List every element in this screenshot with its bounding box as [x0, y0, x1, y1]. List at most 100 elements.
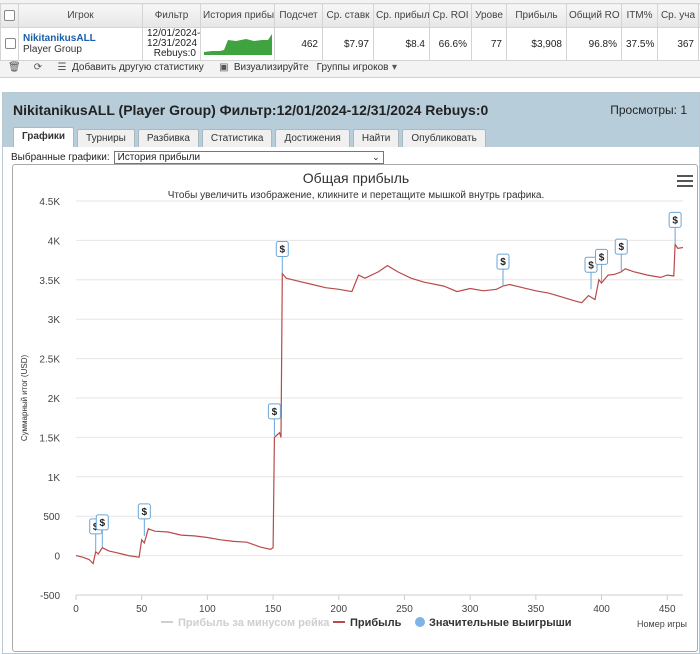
col-header-profit-history[interactable]: История прибыли	[200, 3, 275, 28]
col-header-filter[interactable]: Фильтр	[142, 3, 201, 28]
big-win-flag-label: $	[672, 215, 678, 226]
big-win-flag-label: $	[500, 257, 506, 268]
col-header-avg-entrants[interactable]: Ср. уча	[657, 3, 699, 28]
profit-chart[interactable]: Общая прибыль Чтобы увеличить изображение…	[12, 164, 698, 652]
x-tick-label: 150	[265, 604, 282, 615]
col-header-total-roi[interactable]: Общий RO	[566, 3, 622, 28]
x-tick-label: 350	[528, 604, 545, 615]
y-tick-label: 500	[43, 512, 60, 523]
tab-tournaments[interactable]: Турниры	[77, 129, 135, 147]
panel-title: NikitanikusALL (Player Group) Фильтр:12/…	[13, 102, 489, 118]
tab-graphs[interactable]: Графики	[13, 127, 75, 147]
avg-stake-value: $7.97	[322, 27, 374, 61]
big-win-flag-label: $	[272, 407, 278, 418]
chart-menu-icon[interactable]	[677, 175, 693, 189]
table-row: NikitanikusALL Player Group 12/01/2024- …	[0, 27, 700, 61]
y-tick-label: 4K	[48, 236, 61, 247]
big-win-flag-label: $	[588, 260, 594, 271]
delete-button[interactable]: 🗑	[8, 62, 24, 74]
graph-select-dropdown[interactable]: История прибыли ⌄	[113, 151, 384, 164]
add-stats-button[interactable]: ☰ Добавить другую статистику	[56, 62, 204, 74]
player-panel: NikitanikusALL (Player Group) Фильтр:12/…	[2, 92, 700, 654]
col-header-avg-profit[interactable]: Ср. прибыл	[373, 3, 430, 28]
image-icon: ▣	[219, 61, 229, 73]
big-win-flag	[668, 211, 682, 228]
profit-series-line	[75, 242, 684, 565]
profit-chart-svg[interactable]: Общая прибыль Чтобы увеличить изображение…	[13, 165, 698, 652]
col-header-avg-roi[interactable]: Ср. ROI	[429, 3, 472, 28]
col-header-avg-stake[interactable]: Ср. ставк	[322, 3, 374, 28]
profit-value: $3,908	[506, 27, 567, 61]
tab-statistics[interactable]: Статистика	[201, 129, 273, 147]
y-tick-label: 3K	[48, 315, 61, 326]
big-win-flag-label: $	[599, 252, 605, 263]
x-tick-label: 0	[73, 604, 79, 615]
x-tick-label: 200	[330, 604, 347, 615]
select-all-checkbox[interactable]	[4, 9, 15, 21]
avg-roi-value: 66.6%	[429, 27, 472, 61]
row-checkbox[interactable]	[5, 38, 16, 50]
chevron-down-icon: ⌄	[372, 152, 380, 162]
profit-sparkline[interactable]	[202, 31, 274, 57]
refresh-icon: ⟳	[33, 61, 43, 73]
add-stats-label: Добавить другую статистику	[72, 62, 204, 73]
x-tick-label: 400	[593, 604, 610, 615]
legend-item-profit: Прибыль	[350, 617, 402, 629]
y-tick-label: 0	[54, 552, 60, 563]
panel-header: NikitanikusALL (Player Group) Фильтр:12/…	[3, 93, 699, 127]
trash-icon: 🗑	[8, 61, 21, 73]
y-tick-label: 1.5K	[39, 433, 60, 444]
legend-item-big-wins: Значительные выигрыши	[429, 617, 572, 629]
big-win-flag-label: $	[142, 507, 148, 518]
filter-date-end: 12/31/2024	[147, 38, 198, 49]
player-group-label: Player Group	[23, 44, 82, 55]
col-header-profit[interactable]: Прибыль	[506, 3, 567, 28]
x-tick-label: 250	[396, 604, 413, 615]
visualize-button[interactable]: ▣ Визуализируйте	[218, 62, 309, 74]
chart-title: Общая прибыль	[303, 170, 409, 186]
y-axis-label: Суммарный итог (USD)	[20, 355, 29, 442]
col-header-level[interactable]: Урове	[471, 3, 507, 28]
itm-value: 37.5%	[621, 27, 658, 61]
filter-cell: 12/01/2024- 12/31/2024 Rebuys:0	[142, 27, 201, 61]
y-tick-label: 1K	[48, 473, 61, 484]
total-roi-value: 96.8%	[566, 27, 622, 61]
x-tick-label: 450	[659, 604, 676, 615]
big-win-flag-label: $	[279, 244, 285, 255]
y-tick-label: 2K	[48, 394, 61, 405]
y-tick-label: -500	[40, 591, 60, 602]
col-header-player[interactable]: Игрок	[18, 3, 143, 28]
tab-publish[interactable]: Опубликовать	[402, 129, 486, 147]
legend-item-net-rake: Прибыль за минусом рейка	[178, 617, 330, 629]
row-select-cell[interactable]	[0, 27, 19, 61]
graph-select-value: История прибыли	[117, 152, 201, 163]
player-name-link[interactable]: NikitanikusALL	[23, 33, 96, 44]
col-header-count[interactable]: Подсчет	[274, 3, 323, 28]
tab-achievements[interactable]: Достижения	[275, 129, 350, 147]
caret-down-icon: ▾	[391, 61, 397, 73]
y-tick-label: 3.5K	[39, 276, 60, 287]
big-win-flag-label: $	[618, 242, 624, 253]
filter-date-start: 12/01/2024-	[147, 28, 201, 39]
player-groups-label: Группы игроков	[316, 62, 389, 73]
col-header-itm[interactable]: ITM%	[621, 3, 658, 28]
tab-find[interactable]: Найти	[352, 129, 400, 147]
count-value: 462	[274, 27, 323, 61]
chart-subtitle: Чтобы увеличить изображение, кликните и …	[168, 189, 545, 201]
select-all-header[interactable]	[0, 3, 19, 28]
panel-tabs: Графики Турниры Разбивка Статистика Дост…	[3, 127, 699, 147]
profit-history-cell[interactable]	[200, 27, 275, 61]
x-axis-label: Номер игры	[637, 619, 687, 629]
graph-select-label: Выбранные графики:	[11, 152, 110, 163]
x-tick-label: 300	[462, 604, 479, 615]
level-value: 77	[471, 27, 507, 61]
table-toolbar: 🗑 ⟳ ☰ Добавить другую статистику ▣ Визуали…	[0, 59, 700, 76]
big-win-flag-label: $	[99, 518, 105, 529]
player-cell: NikitanikusALL Player Group	[18, 27, 143, 61]
refresh-button[interactable]: ⟳	[32, 62, 48, 74]
columns-icon: ☰	[57, 61, 67, 73]
player-groups-dropdown[interactable]: Группы игроков ▾	[317, 62, 405, 74]
stats-table-container: Игрок Фильтр История прибыли Подсчет Ср.…	[0, 0, 700, 78]
tab-breakdown[interactable]: Разбивка	[137, 129, 199, 147]
x-tick-label: 100	[199, 604, 216, 615]
